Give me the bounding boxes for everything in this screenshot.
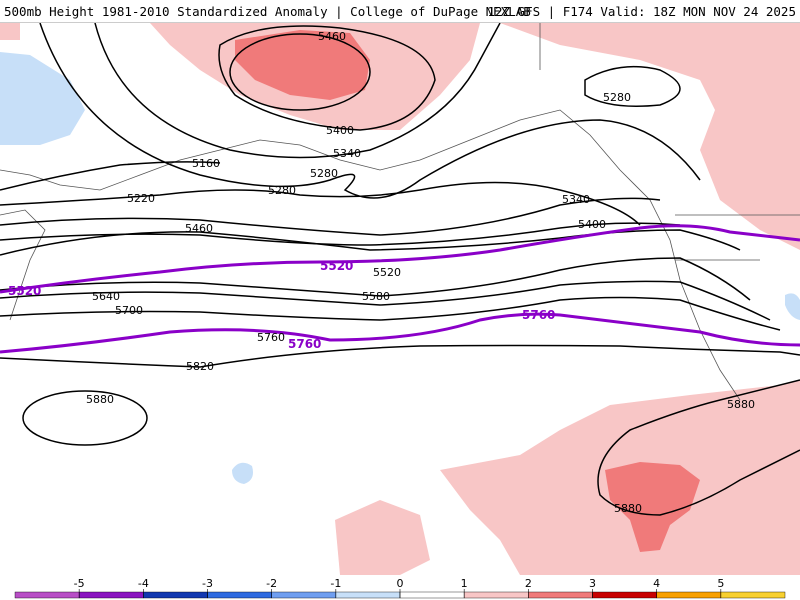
colorbar-tick-label: -5 — [74, 577, 85, 590]
contour-5880-east — [597, 379, 800, 516]
colorbar-tick-label: 3 — [589, 577, 596, 590]
contour-label: 5460 — [318, 30, 346, 43]
coastlines — [0, 23, 800, 401]
contour-label: 5460 — [185, 222, 213, 235]
colorbar-swatch — [207, 591, 272, 599]
colorbar-swatch — [399, 591, 465, 599]
anomaly-positive-south — [335, 500, 430, 575]
contour-labels: 5460 5400 5340 5280 5160 5220 5280 5340 … — [8, 30, 755, 515]
contour-label: 5640 — [92, 290, 120, 303]
colorbar-swatch — [78, 591, 144, 599]
contour-label: 5340 — [333, 147, 361, 160]
contour-5520-highlight — [0, 224, 800, 294]
contour-label: 5520 — [373, 266, 401, 279]
colorbar-swatch — [143, 591, 208, 599]
contour-5280-north — [39, 23, 701, 199]
contour-5580 — [0, 257, 751, 301]
contour-5700 — [0, 296, 781, 331]
contour-5340-mid — [0, 197, 661, 236]
title-bar: 500mb Height 1981-2010 Standardized Anom… — [0, 0, 800, 23]
contour-label: 5220 — [127, 192, 155, 205]
contour-5400 — [218, 25, 436, 131]
contour-label: 5760 — [257, 331, 285, 344]
colorbar-swatch — [271, 591, 337, 599]
anomaly-negative-east — [785, 293, 800, 320]
contour-label: 5880 — [86, 393, 114, 406]
colorbar-swatch — [592, 591, 657, 599]
contour-label: 5700 — [115, 304, 143, 317]
anomaly-positive-west-edge — [0, 23, 20, 40]
colorbar-tick-label: -3 — [202, 577, 213, 590]
colorbar-tick-label: 1 — [461, 577, 468, 590]
highlight-contour-label: 5760 — [288, 337, 321, 351]
contour-5340-north — [94, 23, 501, 159]
model-run-info: 12Z GFS | F174 Valid: 18Z MON NOV 24 202… — [487, 4, 796, 19]
contour-5880-west — [22, 390, 148, 446]
highlight-contour-label: 5760 — [522, 308, 555, 322]
contour-label: 5280 — [603, 91, 631, 104]
anomaly-negative-small — [232, 462, 253, 484]
contour-label: 5160 — [192, 157, 220, 170]
contour-label: 5400 — [578, 218, 606, 231]
anomaly-map: 5460 5400 5340 5280 5160 5220 5280 5340 … — [0, 23, 800, 575]
contour-5280-closed-ne — [584, 65, 681, 107]
anomaly-strong-positive-north — [235, 30, 370, 100]
anomaly-negative-northwest — [0, 52, 85, 145]
contour-label: 5340 — [562, 193, 590, 206]
colorbar-swatch — [720, 591, 786, 599]
anomaly-strong-positive-south — [605, 462, 700, 552]
contour-5640 — [0, 280, 771, 321]
contour-5460-closed — [229, 33, 371, 111]
contour-label: 5880 — [614, 502, 642, 515]
contour-label: 5280 — [268, 184, 296, 197]
height-contours — [0, 23, 800, 516]
colorbar-swatch — [656, 591, 722, 599]
colorbar-swatch — [335, 591, 401, 599]
colorbar-swatch — [14, 591, 80, 599]
highlight-contour-label: 5520 — [8, 284, 41, 298]
highlight-contour-label: 5520 — [320, 259, 353, 273]
contour-label: 5880 — [727, 398, 755, 411]
colorbar-tick-label: 4 — [653, 577, 660, 590]
colorbar-swatch — [528, 591, 593, 599]
colorbar-tick-label: -2 — [266, 577, 277, 590]
contour-5160 — [0, 161, 221, 191]
colorbar: -5 -4 -3 -2 -1 0 1 2 3 4 5 — [14, 577, 786, 599]
colorbar-ticks: -5 -4 -3 -2 -1 0 1 2 3 4 5 — [74, 577, 724, 598]
colorbar-tick-label: 5 — [717, 577, 724, 590]
map-title: 500mb Height 1981-2010 Standardized Anom… — [4, 4, 531, 19]
contour-label: 5280 — [310, 167, 338, 180]
colorbar-tick-label: 0 — [397, 577, 404, 590]
contour-5220 — [0, 181, 641, 226]
contour-5820 — [0, 344, 800, 368]
colorbar-swatch — [463, 591, 529, 599]
colorbar-tick-label: -4 — [138, 577, 149, 590]
colorbar-swatches — [14, 591, 786, 599]
colorbar-tick-label: 2 — [525, 577, 532, 590]
contour-label: 5580 — [362, 290, 390, 303]
contour-label: 5820 — [186, 360, 214, 373]
contour-5460-mid — [0, 229, 741, 256]
anomaly-shading — [0, 23, 800, 575]
highlight-contours — [0, 224, 800, 354]
contour-label: 5400 — [326, 124, 354, 137]
colorbar-tick-label: -1 — [330, 577, 341, 590]
anomaly-positive-northeast — [500, 23, 800, 250]
contour-5760-highlight — [0, 312, 800, 354]
